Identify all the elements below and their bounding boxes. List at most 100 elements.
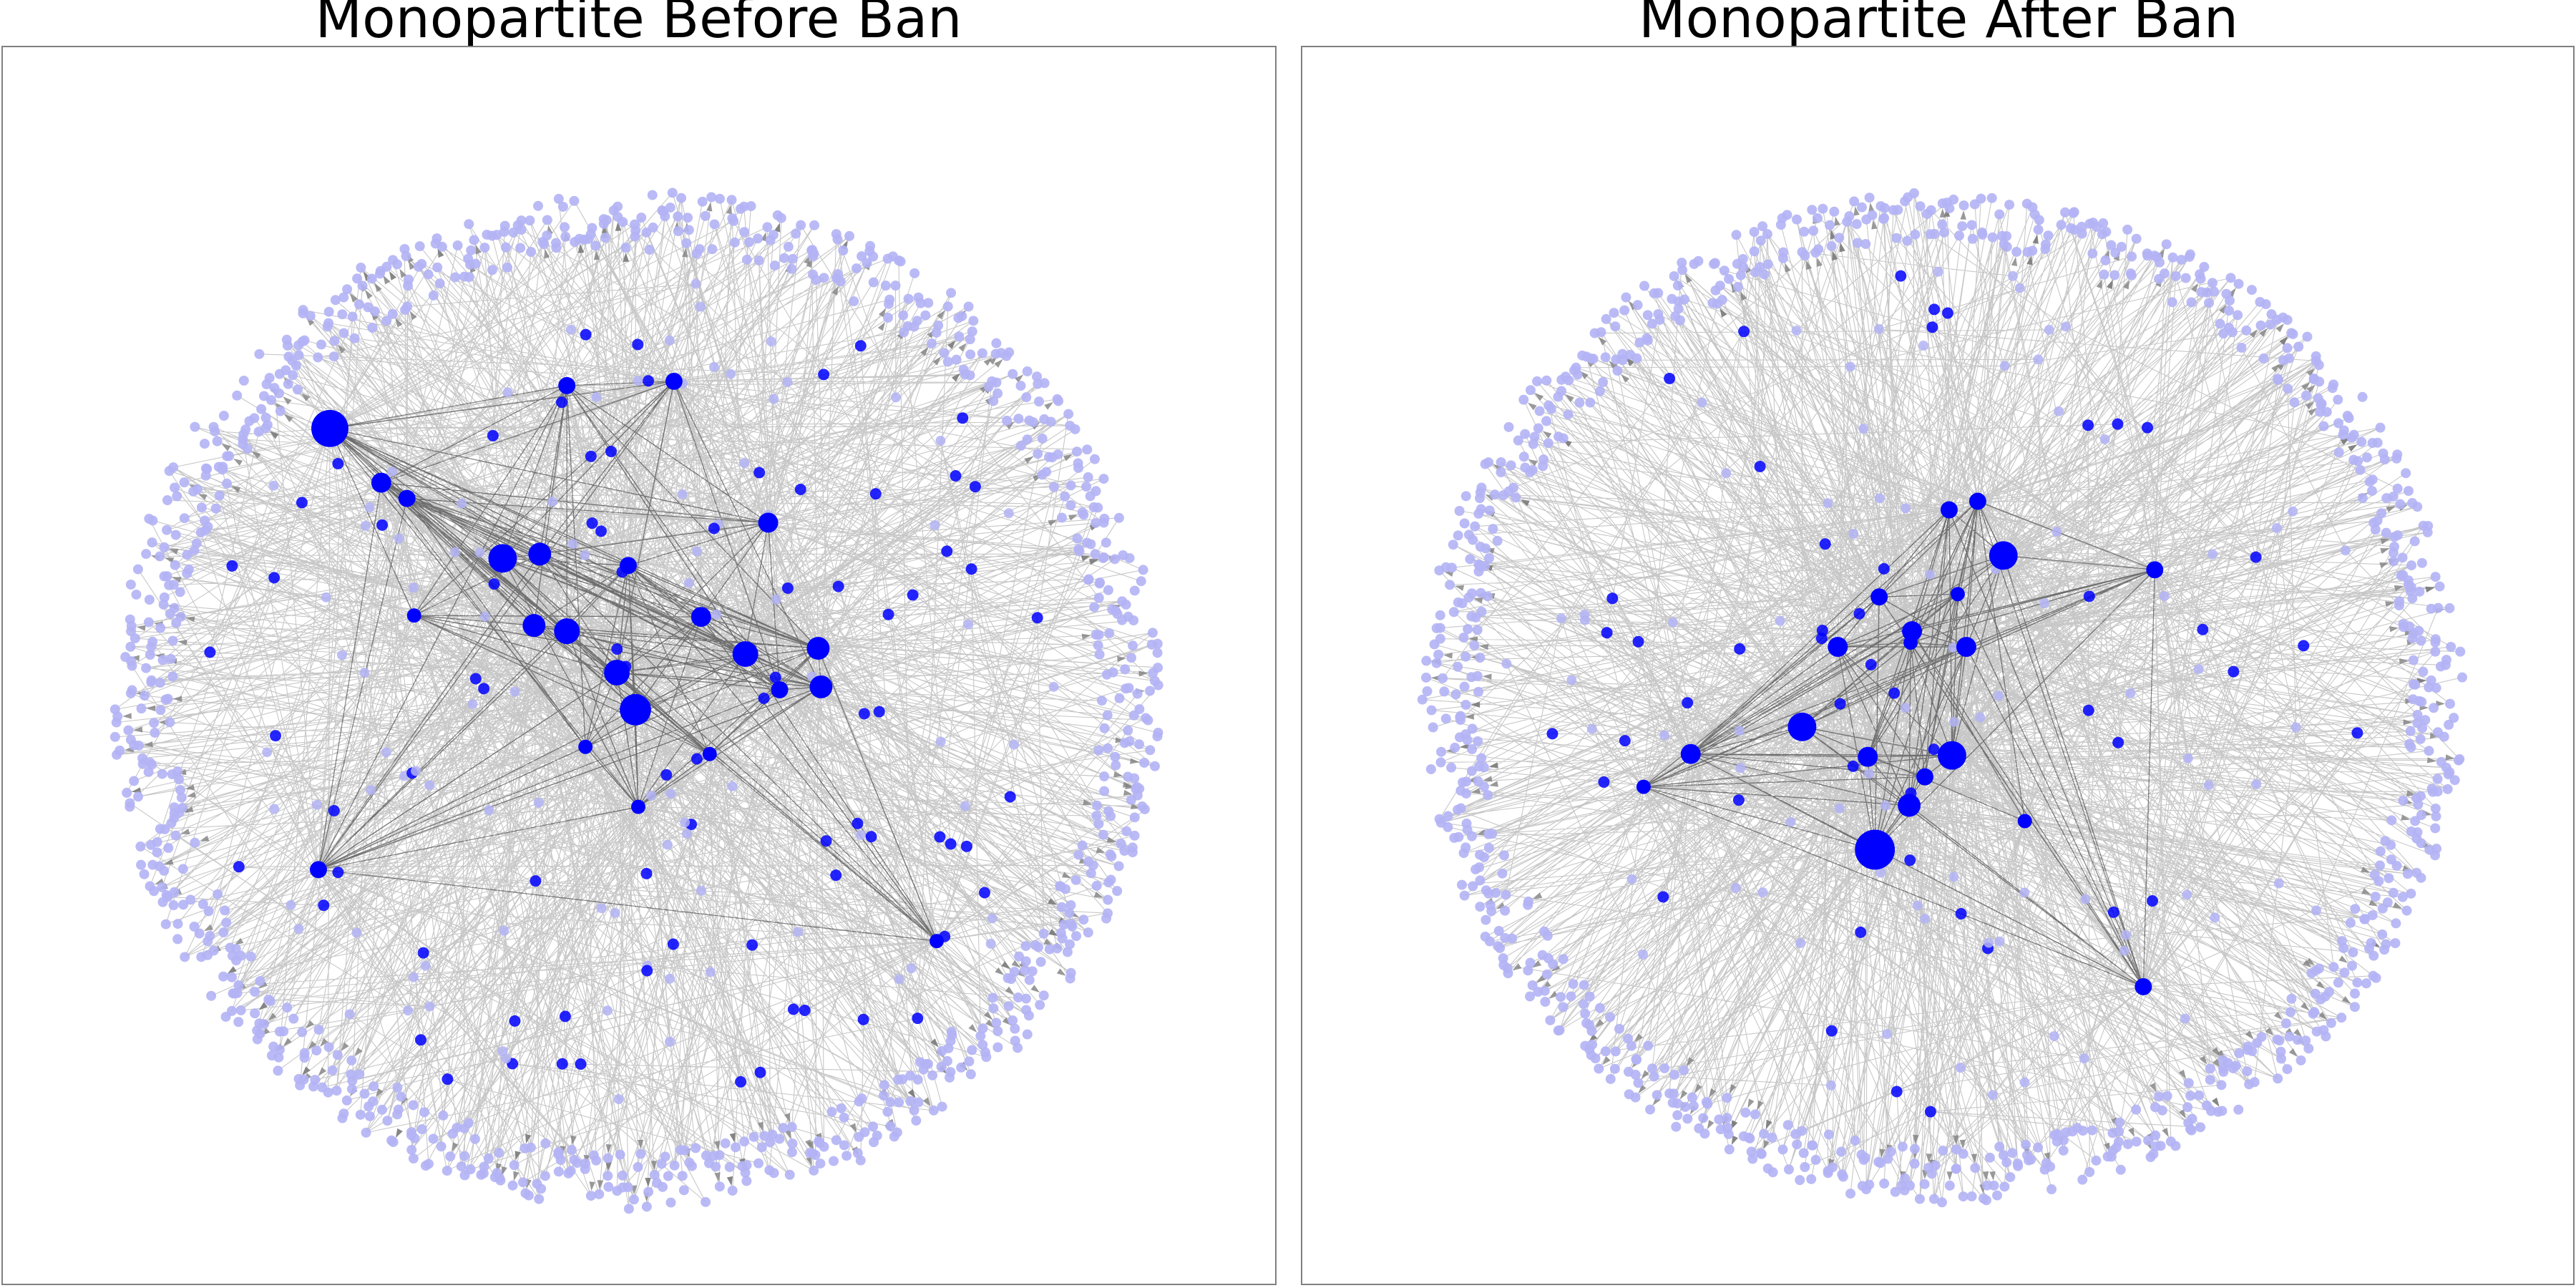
peripheral-node: [1103, 585, 1113, 595]
peripheral-node: [1762, 259, 1773, 270]
peripheral-node: [741, 254, 752, 265]
network-panel-after: [1301, 46, 2575, 1285]
interior-node: [415, 1034, 426, 1046]
peripheral-node: [1467, 744, 1478, 755]
interior-node: [286, 899, 296, 910]
peripheral-node: [2308, 1008, 2318, 1019]
edge-arrowhead: [2386, 506, 2396, 513]
peripheral-node: [963, 301, 974, 312]
peripheral-node: [155, 551, 165, 562]
interior-node: [585, 450, 597, 462]
interior-node: [935, 435, 946, 446]
edge-arrowhead: [200, 835, 210, 841]
edge-arrowhead: [1527, 402, 1537, 411]
peripheral-node: [2183, 1078, 2194, 1088]
edge-arrowhead: [2306, 368, 2316, 377]
peripheral-node: [170, 830, 181, 841]
interior-node: [2142, 421, 2154, 434]
peripheral-node: [2186, 297, 2197, 308]
peripheral-node: [2039, 1164, 2050, 1175]
edge-arrowhead: [1542, 431, 1552, 439]
peripheral-node: [1093, 630, 1104, 640]
edge-arrowhead: [354, 1047, 363, 1057]
peripheral-node: [967, 326, 977, 337]
interior-node: [2039, 598, 2049, 608]
peripheral-node: [1749, 246, 1760, 257]
peripheral-node: [1044, 944, 1055, 955]
peripheral-node: [1609, 1063, 1620, 1074]
peripheral-node: [1556, 386, 1567, 396]
edge-arrowhead: [2303, 960, 2312, 968]
interior-node: [1994, 691, 2004, 701]
peripheral-node: [2131, 1104, 2142, 1115]
interior-node: [1888, 687, 1901, 699]
interior-node: [1987, 1090, 1998, 1101]
peripheral-node: [965, 334, 975, 345]
edge-arrowhead: [2249, 329, 2258, 338]
peripheral-node: [585, 229, 596, 240]
peripheral-node: [648, 223, 658, 233]
peripheral-node: [756, 1142, 767, 1153]
peripheral-node: [1647, 1063, 1657, 1074]
interior-node: [935, 736, 946, 747]
peripheral-node: [1438, 673, 1448, 683]
interior-node: [596, 903, 607, 914]
peripheral-node: [2246, 285, 2257, 296]
edge-arrowhead: [1011, 960, 1021, 968]
peripheral-node: [2432, 774, 2443, 784]
peripheral-node: [200, 463, 211, 474]
peripheral-node: [2204, 298, 2215, 308]
peripheral-node: [1092, 800, 1103, 811]
peripheral-node: [1455, 711, 1466, 721]
peripheral-node: [2424, 682, 2434, 693]
peripheral-node: [438, 1110, 449, 1121]
peripheral-node: [2283, 384, 2293, 394]
interior-node: [1918, 340, 1929, 351]
peripheral-node: [1435, 633, 1445, 644]
peripheral-node: [125, 798, 135, 809]
peripheral-node: [189, 921, 200, 932]
peripheral-node: [2007, 1148, 2018, 1158]
peripheral-node: [1610, 321, 1621, 332]
peripheral-node: [701, 1196, 711, 1207]
interior-node: [2271, 522, 2282, 533]
edge-arrowhead: [994, 359, 1003, 368]
peripheral-node: [2434, 581, 2445, 592]
interior-node: [957, 412, 969, 424]
edge-arrowhead: [2026, 255, 2033, 265]
peripheral-node: [1937, 219, 1948, 230]
peripheral-node: [264, 373, 275, 384]
peripheral-node: [1013, 1043, 1023, 1053]
peripheral-node: [649, 1169, 660, 1180]
peripheral-node: [1126, 794, 1136, 805]
peripheral-node: [233, 1017, 244, 1028]
peripheral-node: [1113, 512, 1124, 523]
peripheral-node: [136, 703, 147, 714]
edge-arrowhead: [968, 1024, 977, 1033]
interior-node: [1941, 307, 1953, 319]
peripheral-node: [1074, 546, 1085, 557]
edge-arrowhead: [1694, 1083, 1702, 1093]
interior-node: [1556, 613, 1566, 624]
peripheral-node: [170, 530, 181, 540]
peripheral-node: [288, 370, 298, 381]
peripheral-node: [170, 560, 180, 570]
interior-node: [1933, 266, 1943, 277]
peripheral-node: [1102, 710, 1113, 721]
peripheral-node: [1127, 847, 1138, 858]
peripheral-node: [191, 538, 202, 549]
peripheral-node: [1099, 786, 1110, 796]
peripheral-node: [260, 412, 271, 423]
edge-arrowhead: [203, 924, 213, 932]
interior-node: [2014, 283, 2025, 293]
peripheral-node: [844, 230, 855, 241]
edge-arrowhead: [1443, 653, 1453, 659]
peripheral-node: [882, 1106, 893, 1117]
peripheral-node: [1129, 812, 1140, 823]
edge-arrowhead: [1832, 250, 1838, 260]
peripheral-node: [2367, 474, 2378, 485]
peripheral-node: [1053, 396, 1064, 406]
peripheral-node: [1022, 1029, 1033, 1040]
peripheral-node: [617, 1170, 628, 1181]
hub-node: [806, 637, 830, 660]
